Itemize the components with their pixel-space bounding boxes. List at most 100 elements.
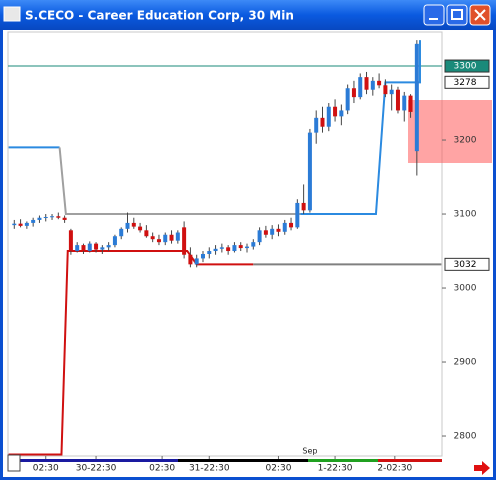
candle-body bbox=[144, 230, 149, 237]
price-marker-label: 3278 bbox=[454, 78, 477, 88]
candle-body bbox=[213, 248, 218, 252]
candle-body bbox=[364, 77, 369, 90]
candle-body bbox=[18, 223, 23, 226]
candle-body bbox=[402, 95, 407, 111]
candle-body bbox=[24, 222, 29, 226]
candle-body bbox=[50, 216, 55, 218]
candle-body bbox=[282, 222, 287, 232]
maximize-icon bbox=[451, 9, 463, 20]
candle-body bbox=[68, 230, 73, 252]
plot-area bbox=[7, 31, 443, 457]
candle-body bbox=[200, 253, 205, 259]
app-icon bbox=[3, 6, 21, 22]
candle-body bbox=[94, 243, 99, 250]
candle-body bbox=[339, 110, 344, 117]
candle-body bbox=[37, 217, 42, 220]
highlight-zone bbox=[408, 100, 492, 163]
candle-body bbox=[169, 234, 174, 241]
candle-body bbox=[333, 106, 338, 117]
y-tick-label: 3100 bbox=[454, 210, 477, 220]
candle-body bbox=[194, 258, 199, 265]
indicator-line bbox=[8, 250, 254, 456]
candle-body bbox=[182, 227, 187, 255]
candle-body bbox=[295, 202, 300, 228]
price-marker-box bbox=[444, 59, 490, 73]
candle-body bbox=[276, 228, 281, 232]
scroll-arrow[interactable] bbox=[474, 461, 490, 475]
price-marker-label: 3032 bbox=[454, 260, 477, 270]
candle-body bbox=[219, 247, 224, 249]
candle-body bbox=[251, 242, 256, 247]
candle-body bbox=[188, 254, 193, 265]
candle-body bbox=[270, 228, 275, 235]
scroll-box[interactable] bbox=[7, 454, 21, 472]
maximize-button[interactable] bbox=[446, 4, 468, 26]
time-strip bbox=[378, 459, 442, 462]
x-tick-label: 2-02:30 bbox=[377, 464, 412, 474]
candle-body bbox=[43, 216, 48, 218]
x-tick-label: 02:30 bbox=[265, 464, 291, 474]
candle-body bbox=[75, 245, 80, 252]
time-strip bbox=[308, 459, 378, 462]
candle-body bbox=[131, 222, 136, 227]
candle-body bbox=[138, 226, 143, 231]
price-marker-box bbox=[444, 257, 490, 271]
price-marker-label: 3300 bbox=[454, 62, 477, 72]
title-bar bbox=[0, 0, 496, 30]
candle-body bbox=[87, 243, 92, 252]
candle-body bbox=[289, 222, 294, 228]
window-title: S.CECO - Career Education Corp, 30 Min bbox=[25, 9, 294, 23]
candle-body bbox=[81, 245, 86, 252]
indicator-line bbox=[58, 147, 301, 216]
y-tick-label: 3200 bbox=[454, 136, 477, 146]
plot: 2800 2900 3000 3100 3200 3300 3278 3032 02:30 30-… bbox=[8, 40, 490, 474]
candle-body bbox=[263, 230, 268, 235]
candle-body bbox=[370, 80, 375, 90]
candle-body bbox=[125, 222, 130, 229]
candle-body bbox=[389, 89, 394, 95]
candle-body bbox=[408, 95, 413, 112]
candle-body bbox=[320, 117, 325, 127]
candle-body bbox=[345, 88, 350, 111]
candle-body bbox=[301, 202, 306, 211]
x-tick-label: 1-22:30 bbox=[318, 464, 353, 474]
candle-body bbox=[414, 43, 419, 152]
candle-body bbox=[163, 234, 168, 243]
candle-body bbox=[314, 117, 319, 133]
y-tick-label: 3000 bbox=[454, 284, 477, 294]
candle-body bbox=[257, 230, 262, 243]
candle-body bbox=[207, 251, 212, 254]
y-tick-label: 2800 bbox=[454, 432, 477, 442]
candle-body bbox=[62, 217, 67, 220]
close-icon bbox=[474, 9, 486, 21]
candle-body bbox=[119, 228, 124, 237]
minimize-button[interactable] bbox=[423, 4, 445, 26]
candle-body bbox=[232, 245, 237, 252]
time-strip bbox=[178, 459, 308, 462]
candle-body bbox=[226, 247, 231, 252]
candle-body bbox=[31, 219, 36, 223]
candle-body bbox=[175, 232, 180, 241]
x-tick-label: 31-22:30 bbox=[189, 464, 230, 474]
annotation: Sep bbox=[302, 447, 317, 456]
candle-body bbox=[377, 80, 382, 86]
candle-body bbox=[150, 236, 155, 240]
candle-body bbox=[326, 106, 331, 127]
candle-body bbox=[307, 132, 312, 211]
candle-body bbox=[395, 89, 400, 111]
x-tick-label: 02:30 bbox=[149, 464, 175, 474]
x-tick-label: 02:30 bbox=[33, 464, 59, 474]
candle-body bbox=[100, 247, 105, 250]
candle-body bbox=[383, 85, 388, 95]
candle-body bbox=[12, 223, 17, 226]
candle-body bbox=[358, 77, 363, 98]
candle-body bbox=[351, 88, 356, 98]
y-tick-label: 2900 bbox=[454, 358, 477, 368]
candle-body bbox=[112, 236, 117, 246]
x-tick-label: 30-22:30 bbox=[76, 464, 117, 474]
candle-body bbox=[56, 216, 61, 218]
candle-body bbox=[238, 245, 243, 249]
candle-body bbox=[106, 245, 111, 248]
candle-body bbox=[245, 246, 250, 249]
